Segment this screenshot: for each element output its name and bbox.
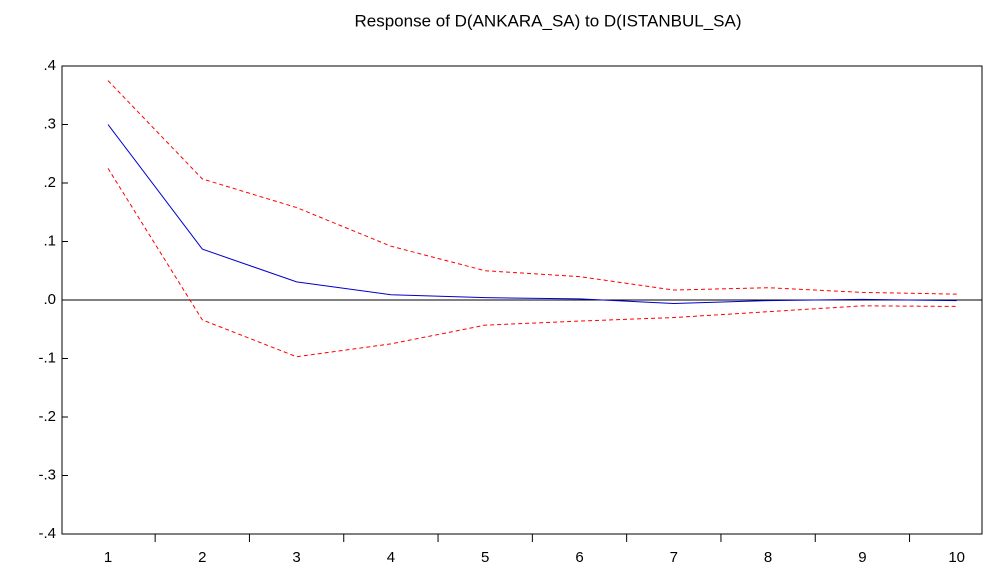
x-tick-label: 8 <box>764 549 772 566</box>
x-tick-label: 3 <box>292 549 300 566</box>
series-line <box>107 80 957 295</box>
x-tick-label: 5 <box>481 549 489 566</box>
x-tick-label: 1 <box>104 549 112 566</box>
series-line <box>107 124 957 305</box>
y-tick-label: .2 <box>43 174 56 191</box>
x-tick-label: 4 <box>387 549 395 566</box>
y-tick-label: -.2 <box>38 408 56 425</box>
x-tick-label: 2 <box>198 549 206 566</box>
y-tick-label: .0 <box>43 291 56 308</box>
y-tick-label: -.3 <box>38 466 56 483</box>
x-tick-label: 6 <box>575 549 583 566</box>
x-tick-label: 9 <box>858 549 866 566</box>
y-tick-label: -.1 <box>38 349 56 366</box>
y-tick-label: -.4 <box>38 525 56 542</box>
y-tick-label: .1 <box>43 232 56 249</box>
x-tick-label: 10 <box>948 549 965 566</box>
series-line <box>107 168 957 358</box>
y-tick-label: .4 <box>43 57 56 74</box>
chart-title: Response of D(ANKARA_SA) to D(ISTANBUL_S… <box>354 11 741 30</box>
x-tick-label: 7 <box>670 549 678 566</box>
y-tick-label: .3 <box>43 115 56 132</box>
